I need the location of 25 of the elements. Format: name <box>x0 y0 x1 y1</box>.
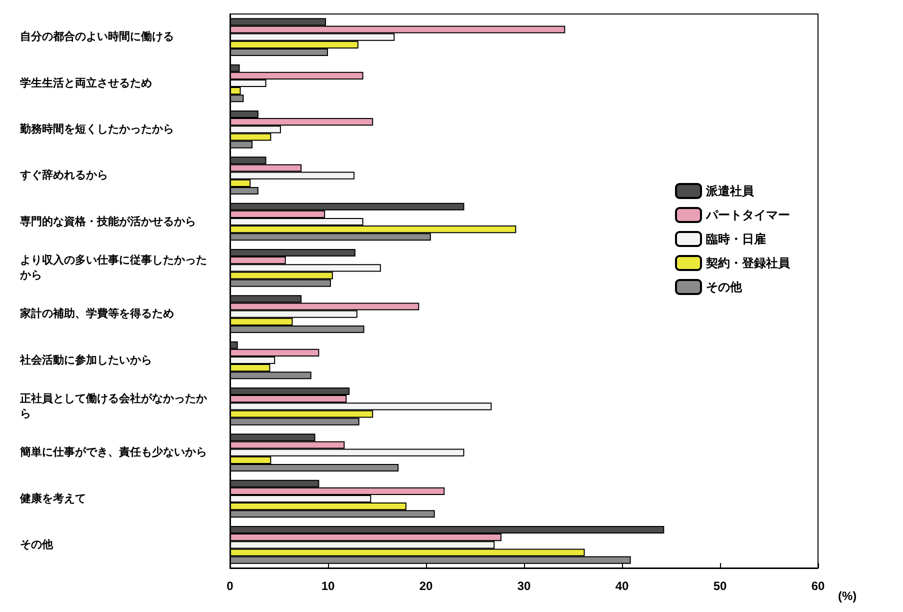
legend-label: パートタイマー <box>705 208 790 222</box>
y-tick-label: すぐ辞めれるから <box>19 168 108 182</box>
x-tick-label: 10 <box>321 579 335 593</box>
legend-label: 派遣社員 <box>705 184 755 198</box>
x-tick-label: 50 <box>713 579 727 593</box>
legend-label: 契約・登録社員 <box>705 256 791 270</box>
y-tick-label: 健康を考えて <box>19 492 86 505</box>
x-tick-label: 30 <box>517 579 531 593</box>
y-tick-label: 正社員として働ける会社がなかったから <box>19 392 208 420</box>
y-tick-label: 簡単に仕事ができ、責任も少ないから <box>19 446 207 459</box>
legend-label: 臨時・日雇 <box>706 232 766 246</box>
legend-label: その他 <box>706 280 743 294</box>
x-tick-label: 60 <box>811 579 825 593</box>
y-tick-label: 家計の補助、学費等を得るため <box>19 307 174 320</box>
y-tick-label: 社会活動に参加したいから <box>19 353 152 366</box>
y-tick-label: より収入の多い仕事に従事したかったから <box>19 253 207 282</box>
y-tick-label: 専門的な資格・技能が活かせるから <box>19 214 196 228</box>
x-tick-label: 20 <box>419 579 433 593</box>
y-tick-label: 勤務時間を短くしたかったから <box>19 122 174 136</box>
x-tick-label: 0 <box>226 579 234 593</box>
y-tick-label: その他 <box>20 538 54 551</box>
y-tick-label: 自分の都合のよい時間に働ける <box>20 30 174 44</box>
x-tick-label: 40 <box>615 579 629 593</box>
y-tick-label: 学生生活と両立させるため <box>20 76 152 90</box>
x-axis-title: (%) <box>838 589 857 603</box>
